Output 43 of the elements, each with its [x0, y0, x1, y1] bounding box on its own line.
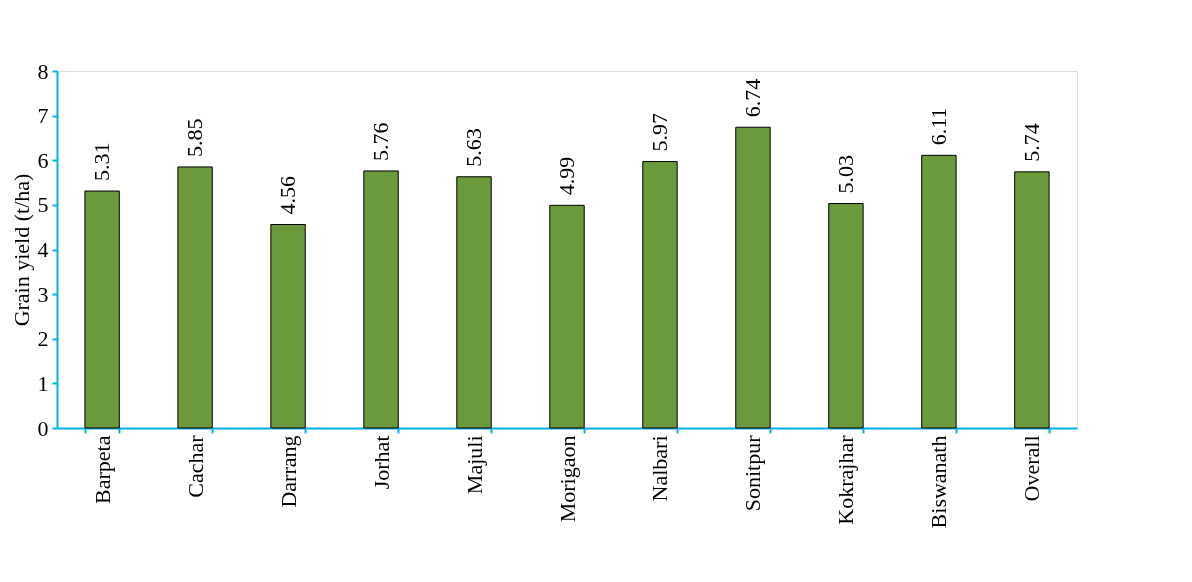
bar: [1014, 171, 1050, 429]
x-tick-label: Barpeta: [89, 435, 115, 504]
bar: [177, 166, 213, 429]
x-tick-label: Overall: [1019, 435, 1045, 502]
y-tick-label: 0: [37, 415, 49, 441]
x-tick-label: Jorhat: [368, 435, 394, 490]
bar: [642, 161, 678, 429]
data-label: 5.85: [182, 118, 208, 157]
y-tick-label: 3: [37, 281, 49, 307]
x-tick-label: Morigaon: [554, 435, 580, 523]
data-label: 4.56: [275, 176, 301, 215]
data-label: 5.31: [89, 142, 115, 182]
y-tick-label: 2: [37, 326, 49, 352]
data-label: 5.74: [1018, 123, 1044, 162]
data-label: 4.99: [554, 156, 579, 196]
x-tick-label: Nalbari: [647, 435, 673, 502]
bar: [828, 203, 864, 429]
bar: [270, 224, 306, 429]
y-tick-label: 8: [37, 58, 49, 84]
data-label: 5.63: [461, 128, 487, 167]
x-tick-label: Sonitpur: [740, 434, 766, 512]
data-label: 6.11: [925, 107, 951, 146]
y-axis-title: Grain yield (t/ha): [8, 173, 34, 327]
x-tick-label: Biswanath: [926, 435, 952, 529]
x-tick-label: Majuli: [461, 435, 487, 495]
bar: [363, 170, 399, 429]
bar: [735, 126, 771, 429]
y-tick-label: 6: [37, 147, 49, 173]
bar: [549, 204, 585, 429]
x-tick-label: Cachar: [182, 434, 208, 498]
bar: [84, 190, 120, 429]
y-tick-label: 1: [37, 370, 49, 396]
data-label: 5.76: [368, 122, 394, 161]
bar: [456, 176, 492, 429]
data-label: 5.03: [832, 155, 858, 194]
y-tick-label: 7: [37, 103, 49, 129]
bar: [921, 154, 957, 429]
data-label: 5.97: [646, 113, 672, 152]
data-label: 6.74: [739, 78, 765, 118]
x-tick-label: Darrang: [275, 435, 301, 508]
x-tick-label: Kokrajhar: [833, 434, 859, 525]
y-tick-label: 5: [37, 192, 49, 218]
y-tick-label: 4: [37, 237, 49, 262]
